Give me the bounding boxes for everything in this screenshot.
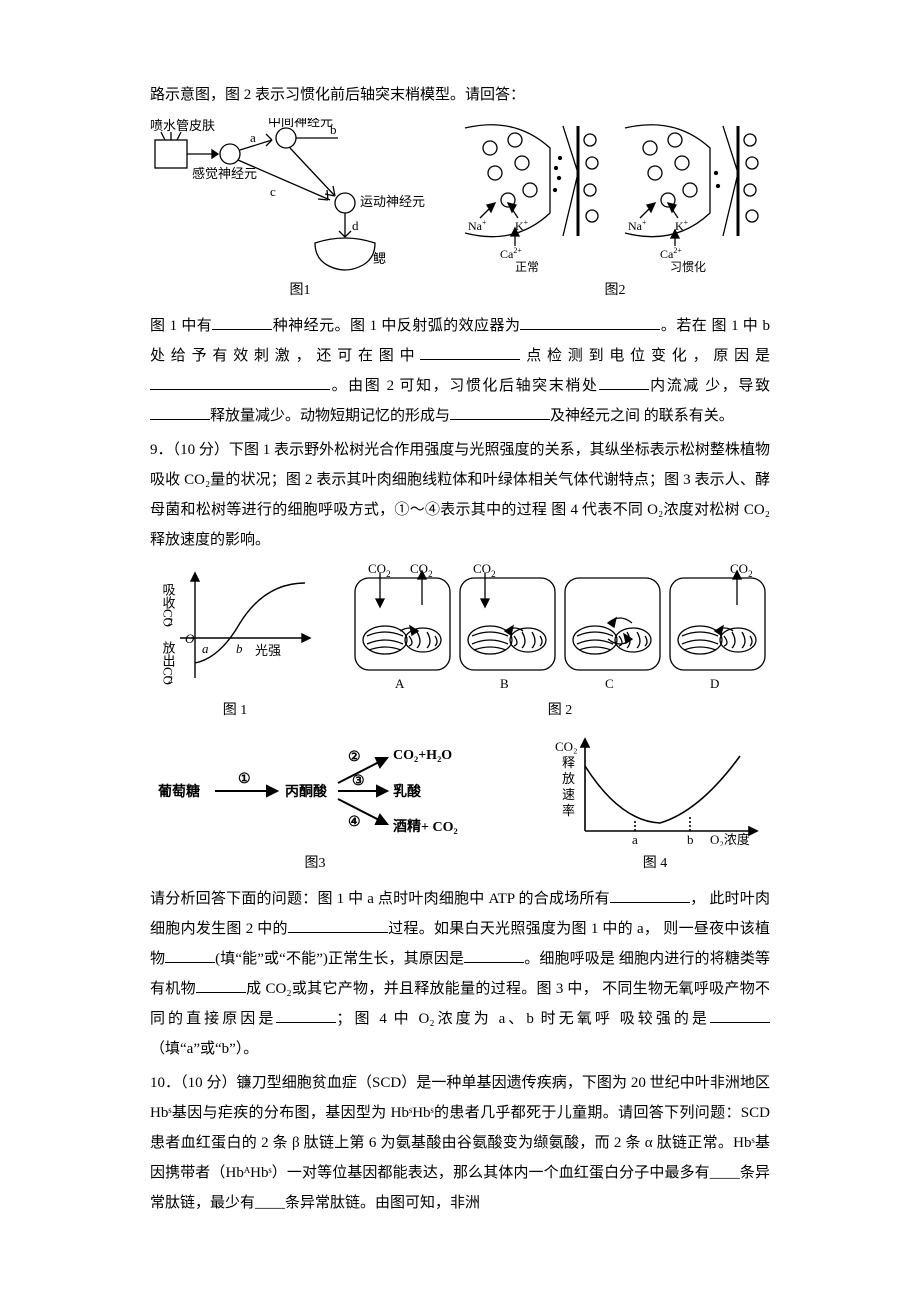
svg-text:Na+: Na+ bbox=[468, 218, 487, 233]
q9-fig4-svg: a b O₂浓度 CO₂ 释 放 速 率 bbox=[540, 731, 770, 846]
svg-text:a: a bbox=[250, 130, 256, 145]
svg-text:a: a bbox=[202, 641, 209, 656]
svg-text:d: d bbox=[352, 218, 359, 233]
svg-text:Ca2+: Ca2+ bbox=[660, 246, 682, 261]
svg-text:D: D bbox=[710, 676, 719, 691]
svg-text:速: 速 bbox=[562, 787, 575, 802]
figure-2-svg: Na+ K+ Ca2+ Na+ K+ Ca2+ 正常 习惯化 bbox=[460, 118, 770, 273]
svg-text:CO2: CO2 bbox=[730, 563, 753, 579]
svg-text:鳃: 鳃 bbox=[373, 251, 386, 266]
q10-body: 10．（10 分）镰刀型细胞贫血症（SCD）是一种单基因遗传疾病，下图为 20 … bbox=[150, 1068, 770, 1218]
svg-text:A: A bbox=[395, 676, 405, 691]
q9-body: 请分析回答下面的问题：图 1 中 a 点时叶肉细胞中 ATP 的合成场所有， 此… bbox=[150, 884, 770, 1064]
svg-text:乳酸: 乳酸 bbox=[393, 783, 422, 800]
q9-figrow1: a b 光强 吸收CO 2 放出CO 2 O bbox=[150, 563, 770, 693]
svg-text:正常: 正常 bbox=[515, 260, 539, 273]
figure-1-2-row: 喷水管皮肤 感觉神经元 中间神经元 a b c d 运动神经元 鳃 bbox=[150, 118, 770, 273]
svg-text:①: ① bbox=[238, 772, 251, 787]
svg-text:释: 释 bbox=[562, 755, 575, 770]
svg-text:K+: K+ bbox=[515, 218, 529, 233]
intro-line: 路示意图，图 2 表示习惯化前后轴突末梢模型。请回答： bbox=[150, 80, 770, 110]
svg-text:运动神经元: 运动神经元 bbox=[360, 194, 425, 209]
svg-text:习惯化: 习惯化 bbox=[670, 259, 706, 273]
q9-figrow2: 葡萄糖 丙酮酸 CO₂+H₂O 乳酸 酒精+ CO₂ ① ② ③ ④ bbox=[150, 731, 770, 846]
svg-text:感觉神经元: 感觉神经元 bbox=[192, 166, 257, 181]
svg-text:葡萄糖: 葡萄糖 bbox=[157, 783, 200, 800]
svg-text:b: b bbox=[687, 832, 694, 846]
svg-text:c: c bbox=[270, 184, 276, 199]
svg-text:酒精+ CO₂: 酒精+ CO₂ bbox=[393, 818, 458, 835]
svg-text:2: 2 bbox=[168, 675, 173, 686]
svg-text:B: B bbox=[500, 676, 509, 691]
svg-text:CO2: CO2 bbox=[368, 563, 391, 579]
svg-text:K+: K+ bbox=[675, 218, 689, 233]
svg-text:Na+: Na+ bbox=[628, 218, 647, 233]
svg-text:③: ③ bbox=[352, 774, 365, 789]
svg-text:a: a bbox=[632, 832, 638, 846]
q9-figcap1: 图 1 图 2 bbox=[150, 697, 770, 725]
svg-text:CO2: CO2 bbox=[473, 563, 496, 579]
svg-text:放: 放 bbox=[562, 771, 575, 786]
svg-text:中间神经元: 中间神经元 bbox=[268, 118, 333, 129]
svg-text:b: b bbox=[236, 641, 243, 656]
q9-head: 9．（10 分）下图 1 表示野外松树光合作用强度与光照强度的关系，其纵坐标表示… bbox=[150, 435, 770, 555]
q8-body: 图 1 中有种神经元。图 1 中反射弧的效应器为。若在 图 1 中 b 处给予有… bbox=[150, 311, 770, 431]
svg-text:b: b bbox=[330, 122, 337, 137]
svg-text:Ca2+: Ca2+ bbox=[500, 246, 522, 261]
svg-text:喷水管皮肤: 喷水管皮肤 bbox=[150, 118, 215, 133]
svg-text:2: 2 bbox=[168, 617, 173, 628]
svg-text:O: O bbox=[185, 631, 195, 646]
q9-figcap2: 图3 图 4 bbox=[150, 850, 770, 878]
svg-text:光强: 光强 bbox=[255, 643, 281, 658]
q9-fig2-svg: CO2 CO2 CO2 CO2 A B C D bbox=[350, 563, 770, 693]
figure-1-svg: 喷水管皮肤 感觉神经元 中间神经元 a b c d 运动神经元 鳃 bbox=[150, 118, 450, 273]
q9-fig1-svg: a b 光强 吸收CO 2 放出CO 2 O bbox=[150, 563, 320, 693]
svg-text:④: ④ bbox=[348, 815, 361, 830]
svg-text:丙酮酸: 丙酮酸 bbox=[285, 783, 328, 800]
svg-text:②: ② bbox=[348, 750, 361, 765]
svg-text:CO₂: CO₂ bbox=[555, 739, 578, 754]
figure-1-2-captions: 图1 图2 bbox=[150, 277, 770, 305]
svg-text:C: C bbox=[605, 676, 614, 691]
svg-text:CO₂+H₂O: CO₂+H₂O bbox=[393, 748, 452, 763]
svg-text:率: 率 bbox=[562, 803, 575, 818]
q9-fig3-svg: 葡萄糖 丙酮酸 CO₂+H₂O 乳酸 酒精+ CO₂ ① ② ③ ④ bbox=[150, 731, 480, 846]
svg-text:O₂浓度: O₂浓度 bbox=[710, 832, 750, 846]
